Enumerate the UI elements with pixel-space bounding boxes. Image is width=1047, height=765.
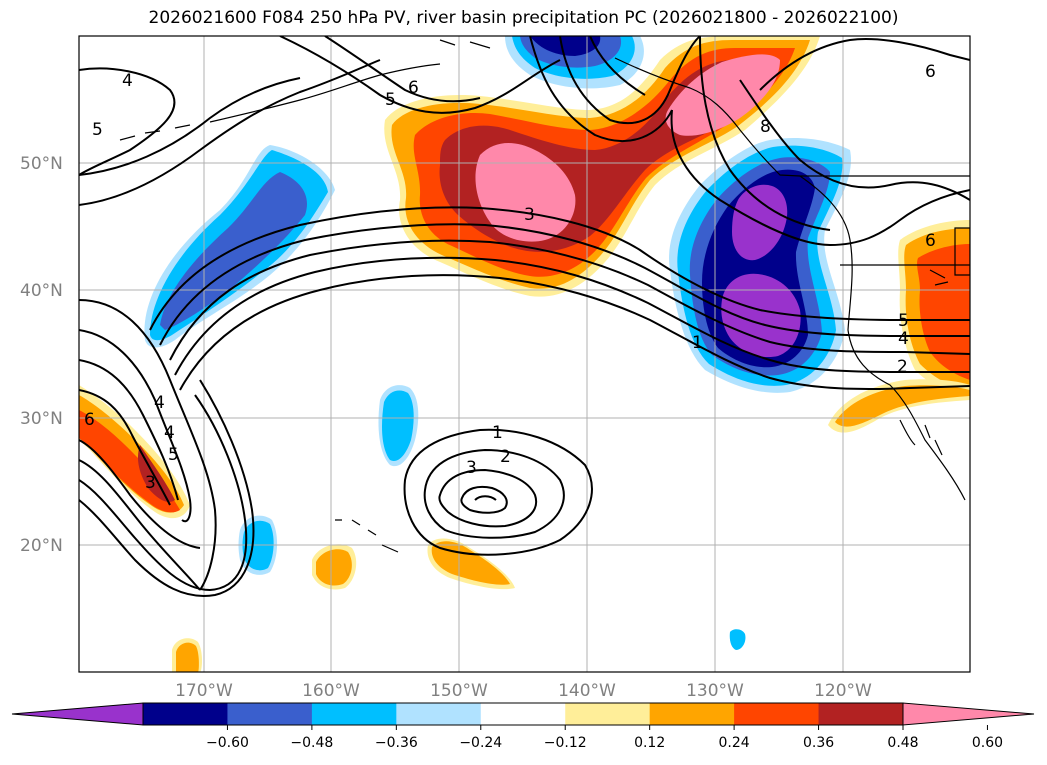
- pv-contour-labels: 4 5 6 5 6 8 3 1 2 3 4 5 4 3 6 5 4 2 1 6: [84, 62, 936, 493]
- plot-frame: [78, 35, 971, 673]
- contour-label: 5: [385, 90, 396, 110]
- contour-label: 8: [760, 117, 771, 137]
- colorbar-tick-label: 0.12: [634, 735, 665, 751]
- map-title: 2026021600 F084 250 hPa PV, river basin …: [148, 8, 899, 28]
- contour-label: 4: [164, 423, 175, 443]
- colorbar-tick-label: −0.60: [206, 735, 249, 751]
- lon-label: 120°W: [814, 681, 872, 701]
- colorbar-swatch: [311, 703, 397, 725]
- colorbar-extend-max: [902, 702, 1035, 726]
- contour-label: 3: [145, 473, 156, 493]
- colorbar: −0.60 −0.48 −0.36 −0.24 −0.12 0.12 0.24 0.36 0.4…: [11, 702, 1035, 751]
- contour-label: 5: [92, 120, 103, 140]
- contour-label: 1: [692, 333, 703, 353]
- lon-label: 130°W: [686, 681, 744, 701]
- colorbar-tick-label: −0.12: [544, 735, 587, 751]
- lon-label: 150°W: [430, 681, 488, 701]
- colorbar-tick-label: −0.48: [290, 735, 333, 751]
- colorbar-tick-label: 0.36: [803, 735, 834, 751]
- contour-label: 3: [466, 458, 477, 478]
- pv-contours: [79, 36, 970, 597]
- colorbar-extend-min: [11, 702, 144, 726]
- contour-label: 4: [898, 329, 909, 349]
- lat-label: 20°N: [20, 536, 63, 556]
- colorbar-tick-label: −0.36: [375, 735, 418, 751]
- contour-label: 5: [168, 445, 179, 465]
- contour-label: 4: [122, 71, 133, 91]
- contour-label: 1: [492, 423, 503, 443]
- coastlines: [119, 39, 970, 553]
- colorbar-swatch: [480, 703, 566, 725]
- lon-label: 140°W: [558, 681, 616, 701]
- latitude-labels: 50°N 40°N 30°N 20°N: [20, 154, 63, 556]
- contour-label: 6: [408, 78, 419, 98]
- contour-label: 6: [84, 410, 95, 430]
- contour-label: 5: [898, 311, 909, 331]
- lon-label: 160°W: [302, 681, 360, 701]
- colorbar-tick-label: 0.60: [972, 735, 1003, 751]
- lat-label: 50°N: [20, 154, 63, 174]
- colorbar-swatch: [396, 703, 482, 725]
- longitude-labels: 170°W 160°W 150°W 140°W 130°W 120°W: [175, 681, 872, 701]
- colorbar-swatch: [143, 703, 228, 725]
- contour-label: 3: [524, 205, 535, 225]
- colorbar-swatch: [734, 703, 820, 725]
- lon-label: 170°W: [175, 681, 233, 701]
- lat-label: 40°N: [20, 281, 63, 301]
- colorbar-swatch: [818, 703, 904, 725]
- colorbar-tick-label: 0.48: [887, 735, 918, 751]
- colorbar-tick-label: −0.24: [459, 735, 502, 751]
- colorbar-swatch: [565, 703, 651, 725]
- contour-label: 2: [500, 447, 511, 467]
- colorbar-tick-label: 0.24: [719, 735, 750, 751]
- contour-label: 6: [925, 231, 936, 251]
- contour-label: 4: [154, 393, 165, 413]
- colorbar-swatch: [649, 703, 735, 725]
- colorbar-frame: [142, 702, 904, 726]
- lat-label: 30°N: [20, 409, 63, 429]
- contour-label: 6: [925, 62, 936, 82]
- contour-label: 2: [897, 357, 908, 377]
- colorbar-swatch: [227, 703, 313, 725]
